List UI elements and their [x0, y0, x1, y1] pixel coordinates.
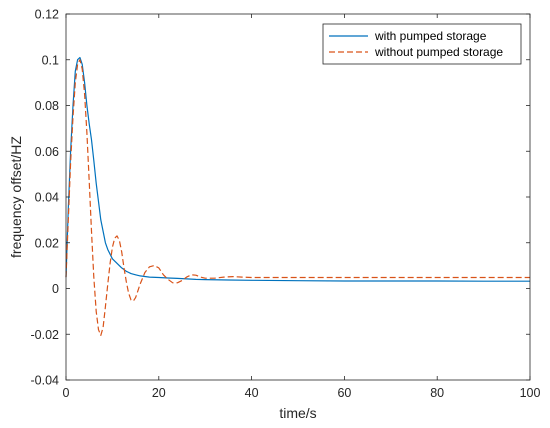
x-tick-label: 0: [63, 386, 70, 400]
x-axis-title: time/s: [279, 405, 316, 421]
x-tick-label: 40: [245, 386, 259, 400]
x-tick-label: 60: [337, 386, 351, 400]
y-tick-label: 0.12: [35, 8, 59, 22]
legend-box: [322, 23, 522, 65]
y-tick-label: -0.02: [31, 328, 60, 342]
axis-layer: 0 20 40 60 80 100 -0.04 -0.02 0 0.02 0.04 0.06 0.08 0…: [31, 8, 541, 401]
y-axis-title: frequency offset/HZ: [8, 136, 24, 258]
legend-label-with-pumped-storage: with pumped storage: [374, 29, 487, 43]
x-tick-label: 80: [430, 386, 444, 400]
y-tick-label: 0: [52, 282, 59, 296]
y-tick-label: -0.04: [31, 374, 60, 388]
legend: with pumped storage without pumped stora…: [322, 23, 522, 65]
plot-area: [66, 14, 530, 380]
series-line-without-pumped-storage: [65, 59, 530, 336]
series-layer: [65, 56, 530, 336]
series-line-with-pumped-storage: [65, 56, 530, 282]
y-tick-label: 0.04: [35, 191, 59, 205]
y-tick-label: 0.02: [35, 236, 59, 250]
y-tick-label: 0.08: [35, 99, 59, 113]
y-tick-label: 0.1: [42, 53, 59, 67]
x-tick-label: 100: [520, 386, 541, 400]
x-tick-label: 20: [152, 386, 166, 400]
legend-label-without-pumped-storage: without pumped storage: [374, 45, 503, 59]
y-tick-label: 0.06: [35, 145, 59, 159]
